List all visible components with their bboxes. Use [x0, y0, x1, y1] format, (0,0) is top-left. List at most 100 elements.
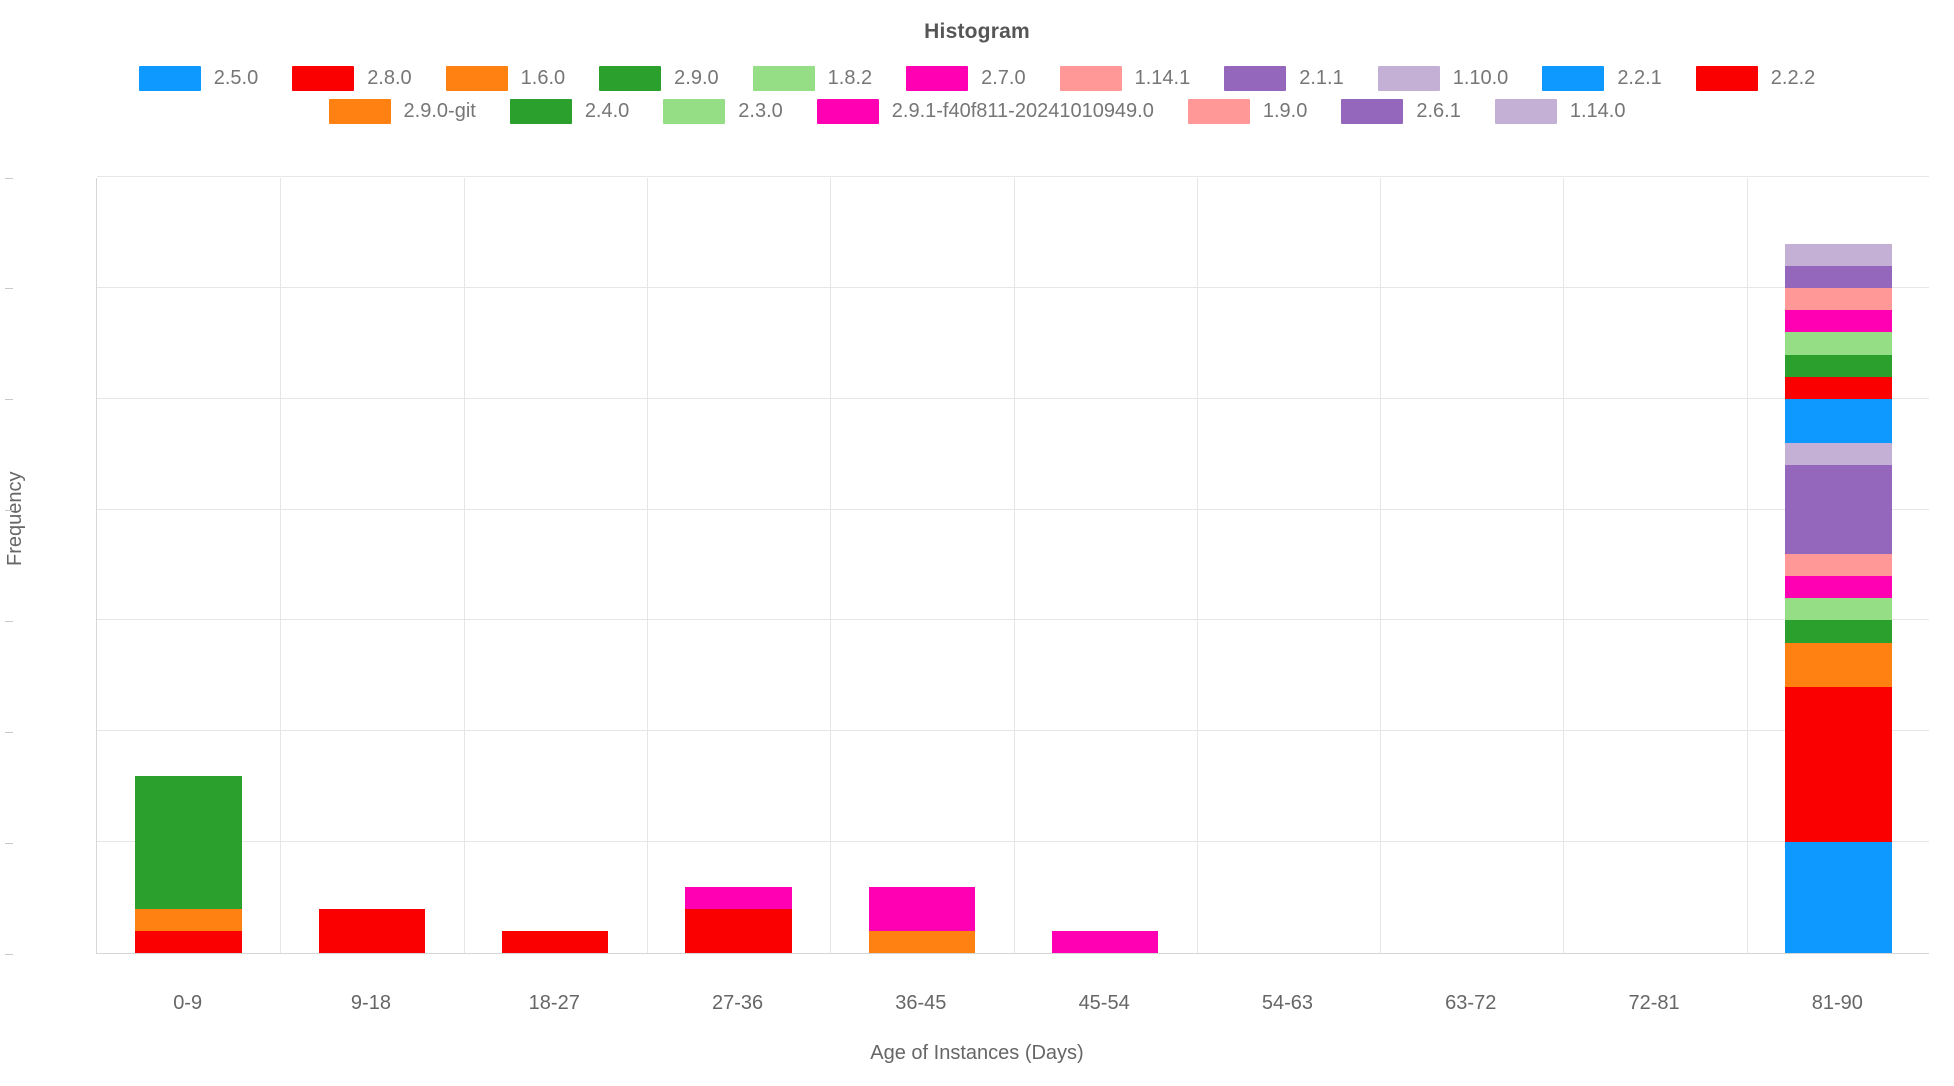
bar-segment-1.14.1[interactable] [1785, 554, 1892, 577]
gridline-vertical [830, 178, 832, 953]
legend-swatch-icon [1695, 66, 1758, 91]
legend-item-1.14.1[interactable]: 1.14.1 [1059, 66, 1191, 91]
legend-item-1.6.0[interactable]: 1.6.0 [445, 66, 566, 91]
chart-title: Histogram [924, 20, 1030, 43]
legend-item-label: 2.2.1 [1617, 67, 1662, 89]
legend-item-label: 2.7.0 [981, 67, 1026, 89]
bar-segment-2.9.0[interactable] [135, 775, 242, 909]
x-tick-label: 27-36 [711, 992, 764, 1014]
bar-segment-1.14.0[interactable] [1785, 243, 1892, 266]
bar-segment-2.8.0[interactable] [685, 908, 792, 953]
legend-item-label: 2.9.0 [674, 67, 719, 89]
legend-item-label: 1.14.0 [1569, 100, 1626, 122]
bar-segment-2.3.0[interactable] [1785, 332, 1892, 355]
legend-row: 2.5.0 2.8.0 1.6.0 2.9.0 1.8.2 2.7.0 1.14.1 2.1.… [122, 66, 1833, 91]
legend-swatch-icon [1377, 66, 1440, 91]
gridline-horizontal [97, 619, 1929, 621]
legend-item-2.2.1[interactable]: 2.2.1 [1542, 66, 1662, 91]
x-tick-label: 9-18 [350, 992, 391, 1014]
bar-9-18[interactable] [318, 908, 426, 953]
gridline-horizontal [97, 176, 1929, 177]
bar-segment-2.7.0[interactable] [1051, 930, 1159, 953]
bar-0-9[interactable] [135, 775, 242, 953]
bar-segment-1.6.0[interactable] [1785, 642, 1892, 687]
legend-item-2.8.0[interactable]: 2.8.0 [292, 66, 412, 91]
gridline-vertical [1380, 178, 1382, 953]
gridline-horizontal [97, 841, 1929, 843]
bar-segment-1.9.0[interactable] [1785, 288, 1892, 311]
gridline-horizontal [97, 730, 1929, 732]
bar-segment-2.7.0[interactable] [1785, 576, 1892, 599]
legend-item-label: 2.5.0 [213, 67, 259, 89]
bar-segment-2.8.0[interactable] [318, 908, 426, 953]
chart-legend: 2.5.0 2.8.0 1.6.0 2.9.0 1.8.2 2.7.0 1.14.1 2.1.… [0, 66, 1954, 124]
legend-item-1.9.0[interactable]: 1.9.0 [1187, 99, 1308, 124]
legend-item-label: 1.9.0 [1262, 100, 1308, 122]
bar-segment-2.8.0[interactable] [135, 930, 242, 953]
legend-item-2.2.2[interactable]: 2.2.2 [1695, 66, 1816, 91]
legend-item-1.10.0[interactable]: 1.10.0 [1377, 66, 1508, 91]
legend-item-1.8.2[interactable]: 1.8.2 [752, 66, 872, 91]
legend-item-2.9.1-f40f811-20241010949.0[interactable]: 2.9.1-f40f811-20241010949.0 [816, 99, 1154, 124]
gridline-vertical [1196, 178, 1198, 953]
x-axis-title: Age of Instances (Days) [870, 1042, 1084, 1064]
legend-item-label: 2.8.0 [367, 67, 412, 89]
legend-item-2.4.0[interactable]: 2.4.0 [509, 99, 629, 124]
legend-item-label: 1.6.0 [520, 67, 566, 89]
legend-item-label: 1.14.1 [1134, 67, 1191, 89]
bar-segment-1.10.0[interactable] [1785, 443, 1892, 466]
gridline-horizontal [97, 286, 1929, 288]
legend-item-2.6.1[interactable]: 2.6.1 [1341, 99, 1461, 124]
legend-swatch-icon [138, 66, 201, 91]
legend-row: 2.9.0-git 2.4.0 2.3.0 2.9.1-f40f811-2024101… [312, 99, 1643, 124]
bar-segment-2.4.0[interactable] [1785, 354, 1892, 377]
x-tick-label: 36-45 [895, 992, 947, 1014]
bar-segment-2.5.0[interactable] [1785, 842, 1892, 953]
y-axis-title: Frequency [4, 471, 26, 567]
bar-segment-2.6.1[interactable] [1785, 265, 1892, 289]
legend-swatch-icon [599, 66, 662, 91]
bar-segment-2.2.1[interactable] [1785, 398, 1892, 444]
bar-segment-2.8.0[interactable] [502, 930, 609, 953]
plot-area [96, 176, 1929, 954]
gridline-vertical [1563, 178, 1565, 953]
bar-segment-2.7.0[interactable] [685, 886, 792, 909]
legend-swatch-icon [509, 99, 572, 124]
bar-segment-2.7.0[interactable] [868, 886, 975, 931]
legend-item-label: 2.1.1 [1299, 67, 1344, 89]
legend-swatch-icon [906, 66, 969, 91]
x-tick-label: 0-9 [173, 992, 203, 1014]
bar-segment-2.1.1[interactable] [1785, 465, 1892, 555]
bar-45-54[interactable] [1051, 930, 1159, 953]
bar-segment-2.9.1-f40f811-20241010949.0[interactable] [1785, 310, 1892, 333]
bar-81-90[interactable] [1785, 243, 1892, 953]
legend-item-label: 2.2.2 [1770, 67, 1816, 89]
legend-item-2.9.0[interactable]: 2.9.0 [599, 66, 719, 91]
legend-item-label: 2.6.1 [1416, 100, 1461, 122]
legend-swatch-icon [816, 99, 879, 124]
bar-36-45[interactable] [868, 886, 975, 953]
bar-segment-2.8.0[interactable] [1785, 686, 1892, 843]
legend-swatch-icon [1494, 99, 1557, 124]
legend-swatch-icon [328, 99, 391, 124]
bar-27-36[interactable] [685, 886, 792, 953]
bar-segment-2.9.0[interactable] [1785, 620, 1892, 643]
x-tick-label: 63-72 [1445, 992, 1497, 1014]
gridline-vertical [280, 178, 282, 953]
bar-18-27[interactable] [502, 930, 609, 953]
bar-segment-2.2.2[interactable] [1785, 376, 1892, 399]
legend-swatch-icon [292, 66, 355, 91]
legend-item-2.9.0-git[interactable]: 2.9.0-git [328, 99, 476, 124]
legend-item-1.14.0[interactable]: 1.14.0 [1494, 99, 1626, 124]
bar-segment-1.6.0[interactable] [868, 930, 975, 953]
bar-segment-1.8.2[interactable] [1785, 598, 1892, 621]
legend-item-2.3.0[interactable]: 2.3.0 [663, 99, 783, 124]
legend-item-2.1.1[interactable]: 2.1.1 [1224, 66, 1344, 91]
legend-item-2.5.0[interactable]: 2.5.0 [138, 66, 259, 91]
legend-item-2.7.0[interactable]: 2.7.0 [906, 66, 1026, 91]
bar-segment-1.6.0[interactable] [135, 908, 242, 931]
x-tick-label: 45-54 [1078, 992, 1130, 1014]
gridline-vertical [1746, 178, 1748, 953]
gridline-vertical [646, 178, 648, 953]
